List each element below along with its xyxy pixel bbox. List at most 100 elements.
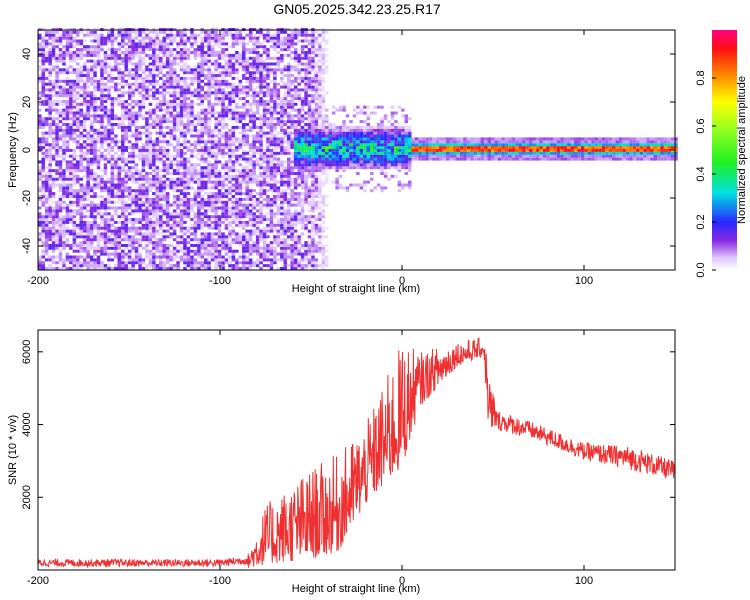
spectrogram-cell — [304, 36, 308, 40]
spectrogram-cell — [127, 120, 132, 124]
spectrogram-cell — [255, 177, 260, 181]
spectrogram-cell — [245, 140, 249, 144]
spectrogram-cell — [255, 76, 260, 80]
spectrogram-cell — [79, 183, 83, 187]
spectrogram-cell — [162, 267, 166, 270]
spectrogram-cell — [121, 91, 125, 95]
spectrogram-cell — [228, 140, 232, 144]
spectrogram-cell — [58, 241, 63, 245]
spectrogram-cell — [293, 151, 298, 155]
spectrogram-cell — [79, 102, 83, 106]
spectrogram-cell — [114, 53, 118, 57]
spectrogram-cell — [204, 241, 208, 245]
spectrogram-cell — [231, 128, 236, 132]
spectrogram-cell — [89, 264, 94, 268]
spectrogram-cell — [179, 241, 184, 245]
spectrogram-cell — [131, 249, 135, 253]
spectrogram-cell — [141, 267, 146, 270]
spectrogram-cell — [152, 53, 156, 57]
spectrogram-cell — [283, 252, 287, 256]
spectrogram-cell — [162, 108, 166, 112]
spectrogram-cell — [186, 85, 191, 89]
spectrogram-cell — [103, 131, 108, 135]
spectrogram-cell — [262, 85, 267, 89]
spectrogram-cell — [190, 71, 194, 75]
spectrogram-cell — [55, 163, 59, 167]
spectrogram-cell — [214, 146, 218, 149]
spectrogram-cell — [262, 157, 267, 161]
spectrogram-cell — [304, 252, 308, 256]
spectrogram-cell — [107, 206, 111, 210]
spectrogram-cell — [48, 82, 52, 86]
spectrogram-cell — [86, 51, 90, 54]
spectrogram-cell — [273, 79, 277, 83]
spectrogram-cell — [204, 215, 208, 219]
spectrogram-cell — [44, 229, 49, 233]
spectrogram-cell — [283, 48, 287, 52]
spectrogram-cell — [207, 91, 211, 95]
spectrogram-cell — [179, 189, 184, 193]
spectrogram-cell — [204, 220, 208, 224]
spectrogram-cell — [200, 264, 204, 268]
spectrogram-cell — [93, 117, 97, 121]
spectrogram-cell — [179, 102, 184, 106]
spectrogram-cell — [96, 120, 101, 124]
spectrogram-cell — [51, 45, 56, 49]
spectrogram-cell — [155, 249, 160, 253]
spectrogram-cell — [193, 226, 198, 230]
spectrogram-cell — [252, 79, 256, 83]
spectrogram-cell — [100, 100, 104, 103]
spectrogram-cell — [103, 76, 108, 80]
spectrogram-cell — [124, 264, 128, 268]
spectrogram-cell — [127, 186, 132, 190]
spectrogram-cell — [214, 111, 218, 115]
spectrogram-cell — [145, 163, 149, 167]
spectrogram-cell — [293, 220, 298, 224]
spectrogram-cell — [62, 140, 66, 144]
spectrogram-cell — [207, 252, 211, 256]
spectrogram-cell — [79, 241, 83, 245]
spectrogram-cell — [293, 235, 298, 239]
spectrogram-cell — [172, 246, 177, 250]
spectrogram-cell — [38, 91, 42, 95]
spectrogram-cell — [76, 177, 80, 181]
spectrogram-cell — [242, 68, 246, 72]
spectrogram-cell — [41, 79, 45, 83]
spectrogram-cell — [176, 163, 180, 167]
spectrogram-cell — [131, 246, 135, 250]
spectrogram-cell — [103, 105, 108, 109]
spectrogram-cell — [44, 166, 49, 170]
spectrogram-cell — [138, 42, 142, 46]
spectrogram-cell — [190, 244, 194, 247]
spectrogram-cell — [200, 134, 204, 138]
spectrogram-cell — [86, 105, 90, 109]
spectrogram-cell — [89, 255, 94, 259]
spectrogram-cell — [287, 74, 291, 77]
spectrogram-cell — [214, 117, 218, 121]
spectrogram-cell — [186, 102, 191, 106]
spectrogram-cell — [48, 33, 52, 37]
spectrogram-cell — [287, 65, 291, 69]
spectrogram-cell — [297, 62, 301, 66]
spectrogram-cell — [183, 42, 187, 46]
spectrogram-cell — [148, 88, 153, 92]
spectrogram-cell — [210, 183, 215, 187]
spectrogram-cell — [190, 68, 194, 72]
spectrogram-cell — [300, 174, 305, 178]
spectrogram-cell — [62, 62, 66, 66]
spectrogram-cell — [117, 94, 121, 98]
spectrogram-cell — [86, 183, 90, 187]
spectrogram-cell — [207, 172, 211, 175]
spectrogram-cell — [252, 102, 256, 106]
spectrogram-cell — [44, 238, 49, 242]
spectrogram-cell — [204, 59, 208, 63]
spectrogram-cell — [93, 192, 97, 196]
spectrogram-cell — [224, 246, 229, 250]
spectrogram-cell — [69, 131, 73, 135]
spectrogram-cell — [193, 249, 198, 253]
spectrogram-cell — [152, 111, 156, 115]
spectrogram-cell — [103, 264, 108, 268]
spectrogram-cell — [48, 36, 52, 40]
spectrogram-cell — [79, 244, 83, 247]
spectrogram-cell — [152, 68, 156, 72]
